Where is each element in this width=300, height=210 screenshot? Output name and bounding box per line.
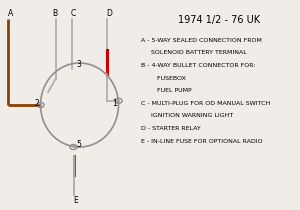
- Text: D - STARTER RELAY: D - STARTER RELAY: [141, 126, 201, 131]
- Text: A - 5-WAY SEALED CONNECTION FROM: A - 5-WAY SEALED CONNECTION FROM: [141, 38, 262, 43]
- Text: 1974 1/2 - 76 UK: 1974 1/2 - 76 UK: [178, 15, 260, 25]
- Text: B - 4-WAY BULLET CONNECTOR FOR:: B - 4-WAY BULLET CONNECTOR FOR:: [141, 63, 255, 68]
- Text: IGNITION WARNING LIGHT: IGNITION WARNING LIGHT: [141, 113, 233, 118]
- Text: 5: 5: [76, 140, 81, 149]
- Text: E - IN-LINE FUSE FOR OPTIONAL RADIO: E - IN-LINE FUSE FOR OPTIONAL RADIO: [141, 139, 262, 144]
- Text: B: B: [52, 9, 58, 18]
- Text: 2: 2: [34, 100, 39, 108]
- Text: C: C: [70, 9, 76, 18]
- Text: C - MULTI-PLUG FOR OD MANUAL SWITCH: C - MULTI-PLUG FOR OD MANUAL SWITCH: [141, 101, 270, 106]
- Text: FUEL PUMP: FUEL PUMP: [141, 88, 192, 93]
- Text: A: A: [8, 9, 13, 18]
- Text: SOLENOID BATTERY TERMINAL: SOLENOID BATTERY TERMINAL: [141, 50, 247, 55]
- Text: 1: 1: [112, 100, 117, 108]
- Text: FUSEBOX: FUSEBOX: [141, 76, 186, 81]
- Text: E: E: [74, 196, 78, 205]
- Text: 3: 3: [76, 60, 81, 68]
- Text: D: D: [106, 9, 112, 18]
